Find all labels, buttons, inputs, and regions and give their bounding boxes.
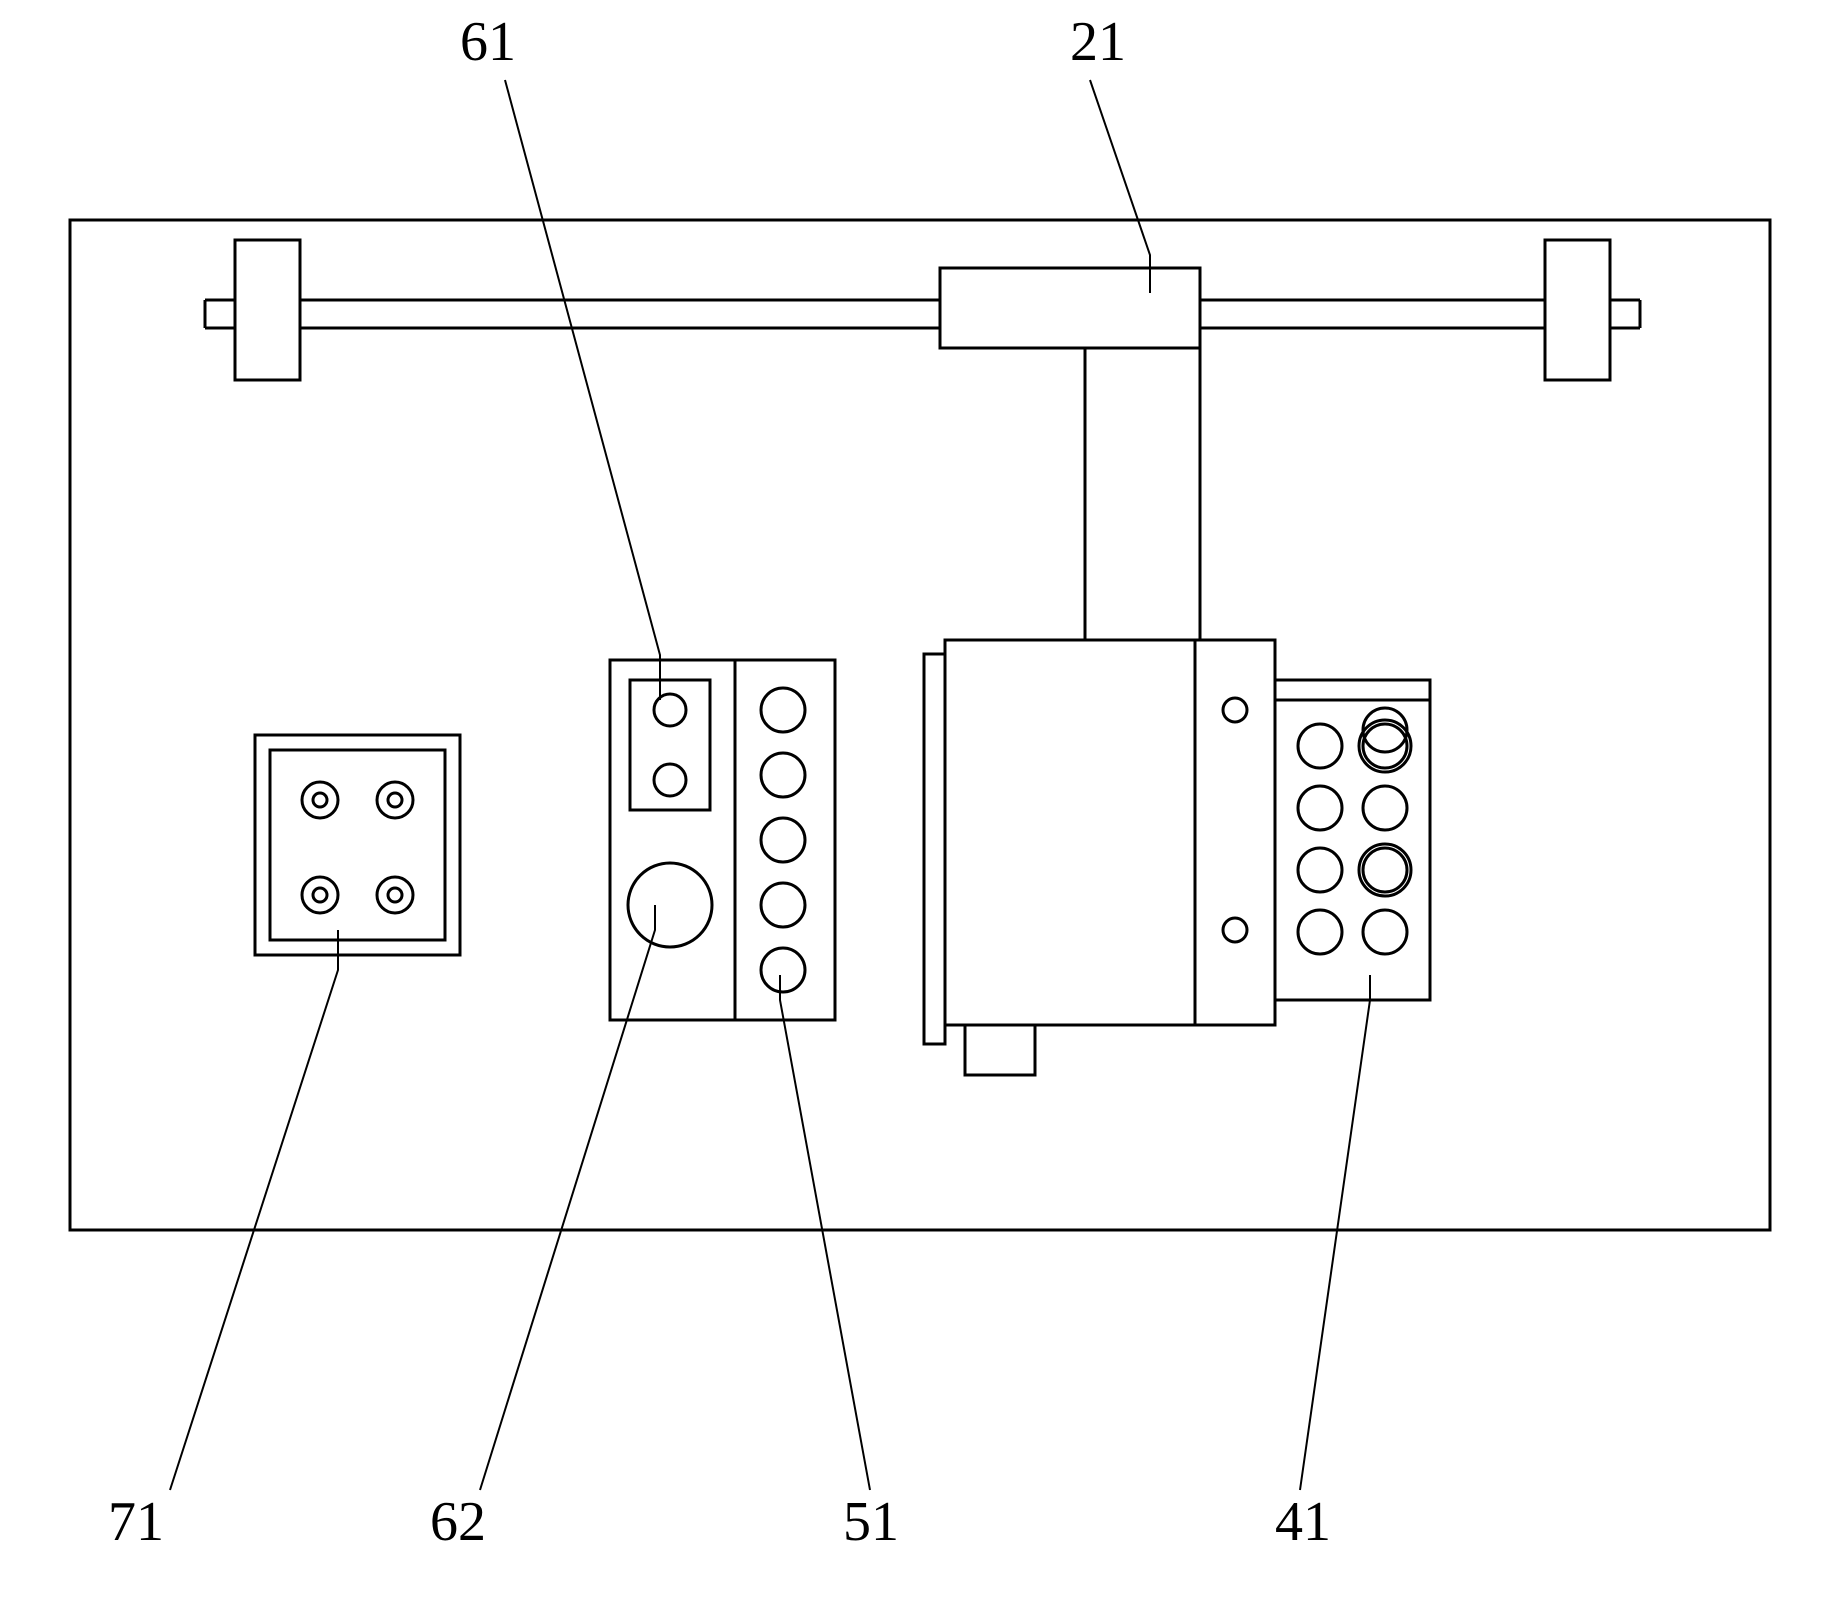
leader-71	[170, 930, 338, 1490]
panel-61-circle-0	[654, 694, 686, 726]
panel-51-hole-1	[761, 753, 805, 797]
panel-61-circle-1	[654, 764, 686, 796]
panel-71-bolt-2-inner	[313, 888, 327, 902]
slider-front-plate	[924, 654, 945, 1044]
main-frame	[70, 220, 1770, 1230]
slider-hole-1	[1223, 918, 1247, 942]
panel-71-outer	[255, 735, 460, 955]
grid-41-hole-0-0	[1298, 724, 1342, 768]
panel-62-circle	[628, 863, 712, 947]
slider-foot	[965, 1025, 1035, 1075]
label-62: 62	[430, 1491, 486, 1553]
panel-71-bolt-2-outer	[302, 877, 338, 913]
label-21: 21	[1070, 11, 1126, 73]
grid-41-hole-0-1-ring	[1359, 720, 1411, 772]
panel-71-bolt-0-outer	[302, 782, 338, 818]
label-71: 71	[108, 1491, 164, 1553]
panel-71-bolt-3-outer	[377, 877, 413, 913]
leader-41	[1300, 975, 1370, 1490]
grid-41-hole-1-1	[1363, 786, 1407, 830]
rail-bracket-left	[235, 240, 300, 380]
label-41: 41	[1275, 1491, 1331, 1553]
panel-71-bolt-0-inner	[313, 793, 327, 807]
panel-61-inner	[630, 680, 710, 810]
label-51: 51	[843, 1491, 899, 1553]
panel-51-hole-2	[761, 818, 805, 862]
grid-41-hole-1-0	[1298, 786, 1342, 830]
panel-51-hole-4	[761, 948, 805, 992]
slider-hole-0	[1223, 698, 1247, 722]
grid-41-hole-2-1	[1363, 848, 1407, 892]
panel-51-frame	[735, 660, 835, 1020]
leader-51	[780, 975, 870, 1490]
leader-21	[1090, 80, 1150, 293]
rail-bracket-right	[1545, 240, 1610, 380]
panel-71-bolt-1-outer	[377, 782, 413, 818]
panel-71-bolt-1-inner	[388, 793, 402, 807]
panel-51-hole-3	[761, 883, 805, 927]
slider-body	[945, 640, 1275, 1025]
panel-71-inner	[270, 750, 445, 940]
leader-62	[480, 905, 655, 1490]
grid-41-hole-2-1-ring	[1359, 844, 1411, 896]
carriage-top	[940, 268, 1200, 348]
leader-61	[505, 80, 660, 700]
grid-41-hole-3-1	[1363, 910, 1407, 954]
grid-41-hole-3-0	[1298, 910, 1342, 954]
panel-71-bolt-3-inner	[388, 888, 402, 902]
grid-41-hole-2-0	[1298, 848, 1342, 892]
label-61: 61	[460, 11, 516, 73]
panel-51-hole-0	[761, 688, 805, 732]
